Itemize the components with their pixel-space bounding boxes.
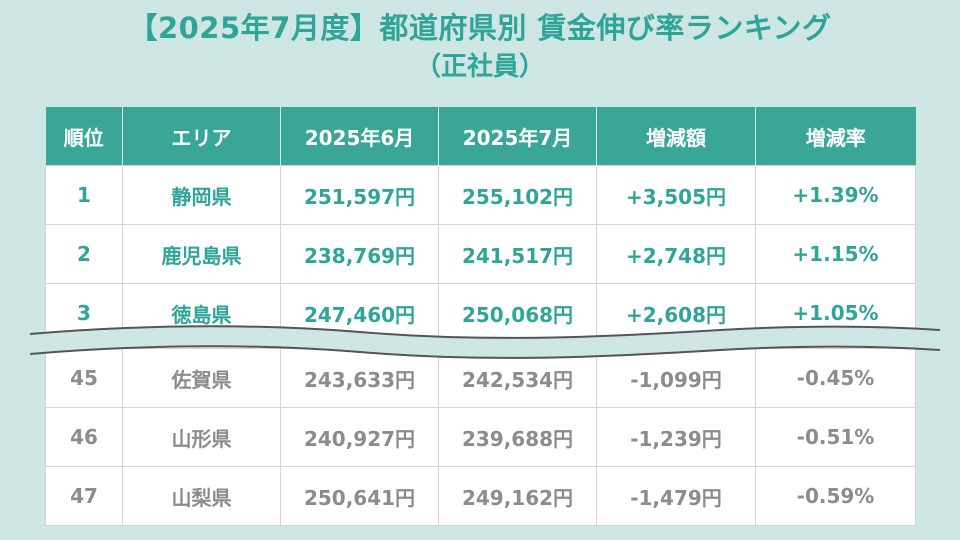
cell-july: 241,517円 — [438, 224, 597, 284]
cell-july: 239,688円 — [438, 407, 597, 467]
cell-rank: 46 — [45, 407, 123, 467]
header-change: 増減額 — [596, 107, 756, 166]
cell-change: -1,099円 — [596, 348, 756, 408]
title-line-1: 【2025年7月度】都道府県別 賃金伸び率ランキング — [128, 11, 832, 45]
cell-rank: 1 — [45, 165, 123, 225]
cell-change-rate: -0.45% — [755, 348, 916, 408]
ranking-table: 順位 エリア 2025年6月 2025年7月 増減額 増減率 1 静岡県 251… — [45, 107, 916, 526]
table-row: 46 山形県 240,927円 239,688円 -1,239円 -0.51% — [45, 407, 916, 467]
header-rank: 順位 — [45, 107, 123, 166]
cell-june: 251,597円 — [280, 165, 439, 225]
cell-july: 255,102円 — [438, 165, 597, 225]
table-row: 47 山梨県 250,641円 249,162円 -1,479円 -0.59% — [45, 466, 916, 526]
cell-june: 250,641円 — [280, 466, 439, 526]
cell-area: 静岡県 — [122, 165, 281, 225]
header-june: 2025年6月 — [280, 107, 439, 166]
table-break-wave — [30, 325, 940, 359]
cell-change: +2,748円 — [596, 224, 756, 284]
cell-june: 238,769円 — [280, 224, 439, 284]
cell-rank: 45 — [45, 348, 123, 408]
break-line-lower — [30, 345, 940, 359]
cell-june: 243,633円 — [280, 348, 439, 408]
break-band — [30, 326, 940, 358]
cell-july: 250,068円 — [438, 283, 597, 343]
break-line-upper — [30, 325, 940, 339]
header-change-rate: 増減率 — [755, 107, 916, 166]
cell-change: -1,479円 — [596, 466, 756, 526]
header-row: 順位 エリア 2025年6月 2025年7月 増減額 増減率 — [45, 107, 916, 166]
cell-area: 佐賀県 — [122, 348, 281, 408]
cell-july: 249,162円 — [438, 466, 597, 526]
cell-area: 山梨県 — [122, 466, 281, 526]
table-row: 2 鹿児島県 238,769円 241,517円 +2,748円 +1.15% — [45, 224, 916, 284]
cell-change-rate: -0.51% — [755, 407, 916, 467]
header-area: エリア — [122, 107, 281, 166]
table-row: 1 静岡県 251,597円 255,102円 +3,505円 +1.39% — [45, 165, 916, 225]
cell-change-rate: -0.59% — [755, 466, 916, 526]
title-line-2: （正社員） — [414, 52, 545, 82]
cell-june: 240,927円 — [280, 407, 439, 467]
cell-rank: 2 — [45, 224, 123, 284]
cell-area: 山形県 — [122, 407, 281, 467]
cell-area: 鹿児島県 — [122, 224, 281, 284]
page-title: 【2025年7月度】都道府県別 賃金伸び率ランキング （正社員） — [0, 8, 960, 86]
cell-change-rate: +1.15% — [755, 224, 916, 284]
header-july: 2025年7月 — [438, 107, 597, 166]
cell-change: -1,239円 — [596, 407, 756, 467]
cell-change-rate: +1.39% — [755, 165, 916, 225]
cell-change: +2,608円 — [596, 283, 756, 343]
cell-rank: 47 — [45, 466, 123, 526]
table-row: 45 佐賀県 243,633円 242,534円 -1,099円 -0.45% — [45, 348, 916, 408]
cell-change: +3,505円 — [596, 165, 756, 225]
